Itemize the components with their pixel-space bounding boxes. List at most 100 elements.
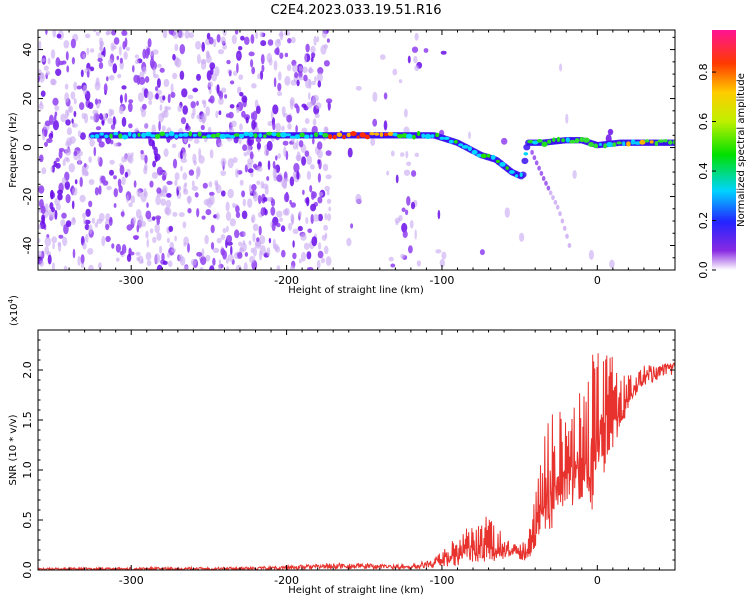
spectrogram-speckle [214, 66, 220, 77]
spectrogram-speckle [138, 76, 146, 85]
spectrogram-speckle [116, 257, 120, 262]
spectrogram-speckle [403, 169, 411, 176]
spectrogram-speckle [414, 32, 419, 41]
spectrogram-speckle [245, 116, 249, 124]
spectrogram-speckle [226, 225, 229, 233]
y-tick-label: 2.0 [21, 361, 34, 379]
spectrogram-speckle [235, 205, 240, 213]
spectrogram-speckle [244, 252, 249, 257]
signal-track-core [421, 133, 426, 139]
spectrogram-speckle [306, 251, 312, 260]
spectrogram-speckle [266, 247, 271, 257]
signal-track-core [448, 139, 454, 144]
snr-scale-note: (x104) [7, 295, 20, 326]
spectrogram-speckle [239, 123, 243, 131]
spectrogram-speckle [286, 64, 292, 72]
spectrogram-speckle [214, 180, 219, 186]
spectrogram-speckle [66, 127, 72, 136]
spectrogram-speckle [156, 166, 163, 176]
spectrogram-speckle [162, 30, 168, 39]
spectrogram-speckle [202, 182, 208, 189]
spectrogram-speckle [383, 120, 388, 131]
spectrogram-speckle [234, 30, 239, 35]
y-tick-label: -40 [21, 237, 34, 255]
spectrogram-speckle [230, 245, 233, 256]
spectrogram-speckle [302, 66, 308, 74]
spectrogram-speckle [212, 247, 220, 254]
secondary-track-blob [546, 185, 551, 191]
spectrogram-speckle [146, 238, 150, 248]
spectrogram-speckle [108, 58, 114, 67]
signal-track-core [490, 154, 496, 160]
spectrogram-speckle [284, 30, 291, 37]
spectrogram-speckle [140, 150, 144, 155]
spectrogram-speckle [279, 52, 284, 59]
spectrogram-speckle [201, 248, 205, 258]
spectrogram-speckle [163, 148, 169, 158]
spectrogram-speckle [286, 114, 292, 123]
spectrogram-speckle [54, 105, 60, 111]
signal-track-core [569, 139, 576, 144]
spectrogram-speckle [61, 177, 67, 186]
spectrogram-speckle [191, 180, 195, 187]
spectrogram-speckle [241, 210, 248, 220]
spectrogram-speckle [200, 58, 207, 65]
signal-track-core [639, 139, 646, 145]
spectrogram-speckle [249, 256, 256, 263]
signal-track-core [523, 152, 529, 156]
spectrogram-speckle [185, 122, 189, 130]
spectrogram-speckle [192, 107, 196, 116]
spectrogram-speckle [325, 98, 333, 104]
spectrogram-speckle [126, 194, 129, 203]
spectrogram-speckle [126, 152, 132, 162]
spectrogram-speckle [134, 59, 140, 65]
spectrogram-speckle [298, 65, 303, 72]
signal-track-core [182, 132, 189, 137]
spectrogram-speckle [147, 91, 154, 101]
spectrogram-speckle [321, 30, 327, 39]
signal-track-core [480, 153, 487, 159]
spectrogram-speckle [199, 267, 204, 270]
spectrogram-speckle [407, 55, 411, 64]
spectrogram-speckle [113, 175, 117, 180]
spectrogram-speckle [157, 63, 162, 68]
x-tick-label: -100 [429, 574, 454, 587]
spectrogram-speckle [144, 48, 150, 59]
spectrogram-speckle [317, 250, 324, 259]
spectrogram-speckle [309, 185, 313, 193]
secondary-track-blob [560, 218, 565, 224]
spectrogram-speckle [205, 254, 211, 262]
secondary-track-blob [551, 195, 555, 201]
spectrogram-speckle [58, 234, 64, 239]
spectrogram-speckle [209, 95, 215, 104]
spectrogram-speckle [87, 102, 94, 109]
spectrogram-speckle [310, 203, 317, 212]
spectrogram-speckle [85, 208, 91, 217]
spectrogram-speckle [71, 217, 76, 226]
y-tick-label: 0.0 [21, 561, 34, 579]
spectrogram-speckle [69, 136, 76, 144]
spectrogram-speckle [57, 189, 63, 195]
signal-track-core [536, 139, 543, 143]
spectrogram-speckle [295, 154, 302, 162]
spectrogram-speckle [44, 129, 48, 137]
spectrogram-speckle [235, 211, 241, 219]
spectrogram-speckle [253, 189, 258, 199]
signal-track-core [588, 142, 594, 147]
spectrogram-speckle [255, 105, 261, 115]
spectrogram-speckle [155, 93, 159, 100]
spectrogram-speckle [107, 117, 114, 125]
spectrogram-speckle [137, 92, 145, 102]
spectrogram-speckle [178, 212, 185, 218]
spectrogram-speckle [289, 99, 294, 110]
spectrogram-speckle [311, 80, 316, 86]
spectrogram-speckle [190, 258, 197, 266]
spectrogram-speckle [41, 57, 46, 63]
spectrogram-speckle [287, 37, 292, 44]
signal-track-core [509, 170, 515, 174]
spectrogram-speckle [308, 78, 312, 90]
spectrogram-speckle [204, 234, 209, 245]
spectrogram-speckle [218, 142, 223, 147]
snr-y-axis-label: SNR (10 * v/v) [8, 414, 19, 485]
spectrogram-speckle [177, 30, 184, 39]
